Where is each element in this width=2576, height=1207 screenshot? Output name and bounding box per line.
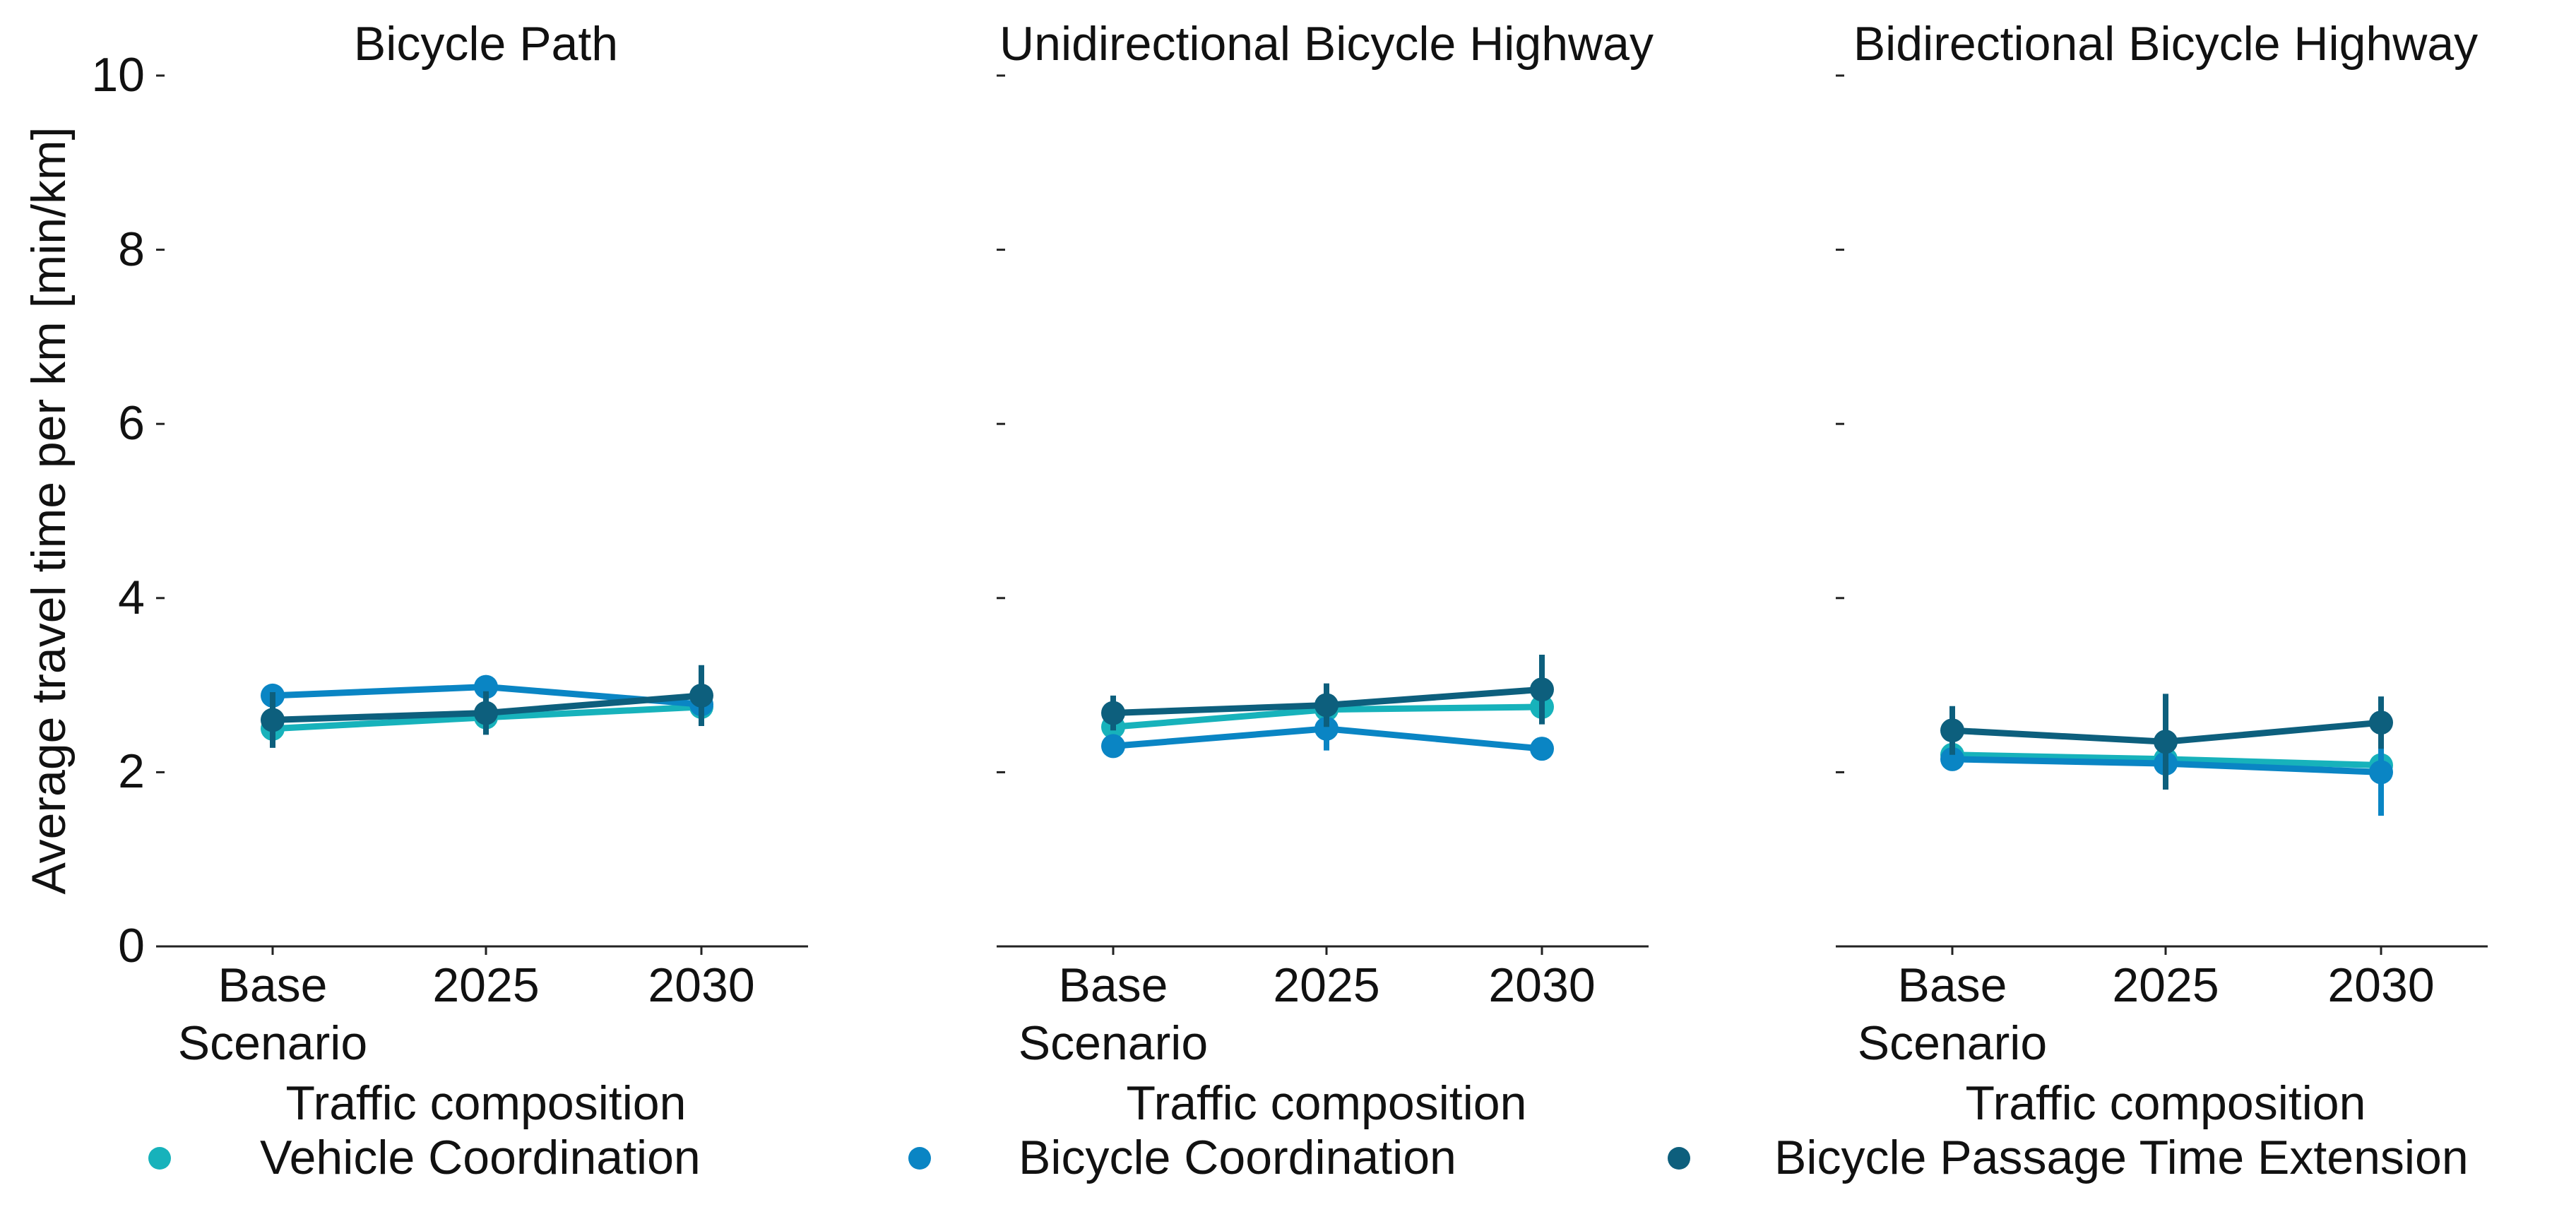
y-axis-label: Average travel time per km [min/km]	[22, 126, 76, 895]
point	[1940, 718, 1964, 743]
legend-label: Bicycle Passage Time Extension	[1774, 1131, 2469, 1185]
point	[1314, 693, 1339, 718]
x-tick-label: Base Scenario	[1018, 958, 1209, 1070]
chart-title: Unidirectional Bicycle Highway	[999, 17, 1654, 71]
x-tick-label: 2030	[648, 958, 755, 1012]
point	[474, 674, 498, 699]
point	[1101, 701, 1125, 725]
y-tick-label: 10	[91, 48, 145, 102]
legend-marker	[1668, 1147, 1690, 1170]
point	[1940, 747, 1964, 771]
y-tick-label: 6	[118, 396, 145, 451]
point	[2369, 760, 2393, 785]
x-tick-label: 2025	[1273, 958, 1380, 1012]
x-axis-label: Traffic composition	[285, 1076, 687, 1131]
point	[1314, 716, 1339, 741]
x-tick-label: 2030	[2327, 958, 2435, 1012]
y-tick-label: 8	[118, 222, 145, 276]
y-tick-label: 4	[118, 571, 145, 624]
point	[2369, 710, 2393, 735]
x-tick-label: 2025	[432, 958, 540, 1012]
point	[1530, 737, 1554, 761]
legend-marker	[908, 1147, 931, 1170]
point	[474, 701, 498, 725]
point	[689, 683, 713, 708]
x-tick-label: Base Scenario	[1857, 958, 2048, 1070]
legend-marker	[148, 1147, 171, 1170]
chart-title: Bidirectional Bicycle Highway	[1853, 17, 2479, 71]
x-axis-label: Traffic composition	[1965, 1076, 2366, 1131]
point	[1101, 734, 1125, 759]
x-tick-label: 2025	[2112, 958, 2219, 1012]
x-tick-label: Base Scenario	[177, 958, 368, 1070]
y-tick-label: 0	[118, 919, 145, 973]
point	[261, 708, 285, 732]
legend-label: Vehicle Coordination	[260, 1131, 701, 1185]
x-axis-label: Traffic composition	[1126, 1076, 1527, 1131]
legend-label: Bicycle Coordination	[1019, 1131, 1456, 1185]
chart-title: Bicycle Path	[353, 17, 619, 71]
point	[2154, 730, 2178, 754]
point	[1530, 677, 1554, 702]
y-tick-label: 2	[118, 744, 145, 799]
x-tick-label: 2030	[1488, 958, 1596, 1012]
